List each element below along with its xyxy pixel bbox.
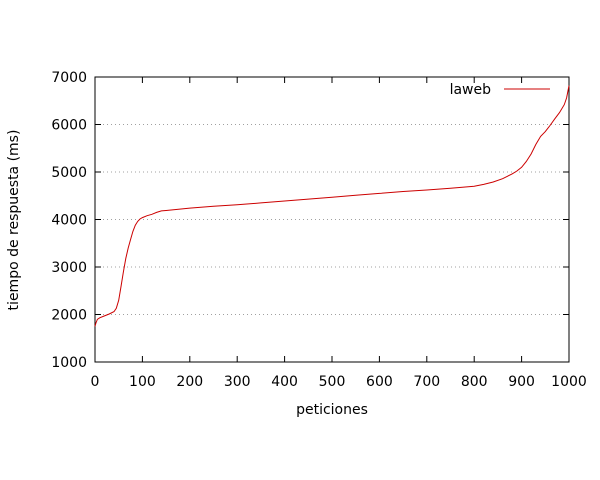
- y-tick-label: 3000: [51, 260, 87, 276]
- x-tick-label: 500: [319, 374, 346, 390]
- legend: laweb: [450, 82, 550, 98]
- x-tick-label: 1000: [551, 374, 587, 390]
- series-lines: [94, 85, 570, 327]
- x-tick-label: 700: [413, 374, 440, 390]
- x-axis-title: peticiones: [296, 402, 368, 418]
- x-tick-label: 100: [129, 374, 156, 390]
- x-tick-label: 900: [508, 374, 535, 390]
- x-tick-label: 300: [224, 374, 251, 390]
- axis-ticks: 1000 2000 3000 4000 5000 6000 7000 0 100 200 300 40…: [51, 70, 586, 390]
- x-tick-label: 0: [91, 374, 100, 390]
- legend-label-laweb: laweb: [450, 82, 492, 98]
- x-tick-label: 400: [271, 374, 298, 390]
- y-tick-label: 7000: [51, 70, 87, 86]
- y-tick-label: 6000: [51, 118, 87, 134]
- x-tick-label: 600: [366, 374, 393, 390]
- x-tick-label: 200: [176, 374, 203, 390]
- x-tick-label: 800: [461, 374, 488, 390]
- gridlines: [95, 124, 569, 315]
- y-tick-label: 1000: [51, 355, 87, 371]
- y-tick-label: 5000: [51, 165, 87, 181]
- series-line-laweb: [94, 85, 570, 327]
- y-tick-label: 2000: [51, 308, 87, 324]
- y-axis-title: tiempo de respuesta (ms): [6, 130, 22, 311]
- y-tick-label: 4000: [51, 213, 87, 229]
